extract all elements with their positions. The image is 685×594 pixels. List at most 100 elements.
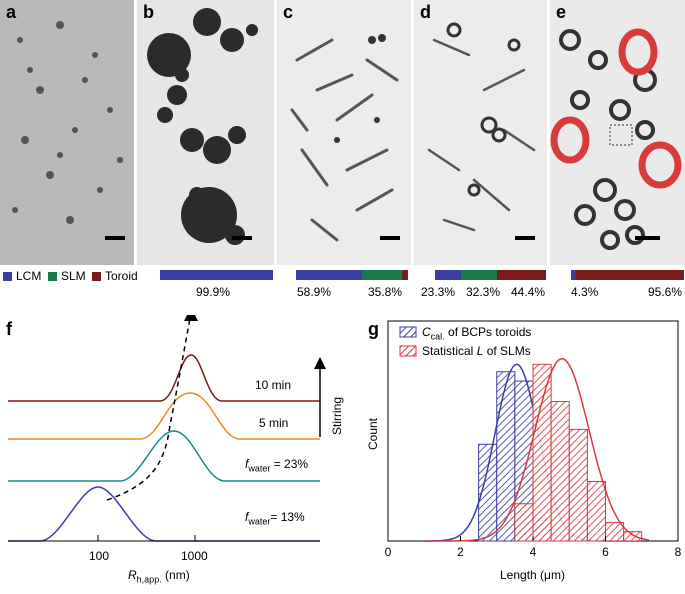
panel-a-micrograph: a	[0, 0, 134, 265]
panel-label: g	[368, 319, 379, 339]
toroids-e	[550, 28, 682, 250]
micelles-c	[290, 34, 400, 242]
pct-d-lcm: 23.3%	[421, 285, 456, 299]
hist-bar-slm	[568, 428, 588, 542]
legend-red-swatch	[399, 345, 417, 357]
fw13-value: = 13%	[270, 510, 305, 524]
hist-bar-slm	[532, 363, 552, 542]
f-xlabel: Rh,app. (nm)	[128, 568, 190, 584]
hist-bar-slm	[605, 521, 625, 542]
x-tick-label: 4	[530, 545, 537, 559]
panel-b-micrograph: b	[137, 0, 274, 265]
dls-plot	[8, 307, 326, 542]
legend-blue-sub: cal.	[430, 331, 445, 342]
pct-e-lcm: 4.3%	[571, 285, 599, 299]
curve-10min	[8, 354, 320, 402]
pct-c-lcm: 58.9%	[297, 285, 332, 299]
panel-label: e	[556, 2, 567, 22]
segment-toroid	[402, 270, 408, 280]
segment-lcm	[160, 270, 273, 280]
composition-bar-c	[296, 270, 408, 280]
segment-slm	[460, 270, 497, 280]
tick-100: 100	[89, 549, 110, 563]
hist-bar-slm	[550, 401, 570, 542]
segment-lcm	[571, 270, 576, 280]
fw13-f: f	[245, 510, 249, 524]
legend-red-rest: of SLMs	[483, 344, 531, 358]
panel-label: f	[6, 319, 12, 339]
segment-lcm	[435, 270, 461, 280]
legend-blue-swatch	[399, 326, 417, 338]
legend-red-label: Statistical L of SLMs	[422, 344, 531, 358]
segment-toroid	[496, 270, 546, 280]
composition-bar-d	[435, 270, 546, 280]
panel-label: b	[143, 2, 154, 22]
panel-e-micrograph: e	[550, 0, 685, 265]
segment-slm	[361, 270, 403, 280]
hist-bar-slm	[623, 531, 643, 542]
legend-red-pre: Statistical	[422, 344, 477, 358]
panel-g: g 0 2 4 6 8 Ccal. of BCPs toroids Statistica…	[340, 315, 685, 589]
legend-lcm: LCM	[3, 269, 41, 283]
legend-red-l: L	[476, 344, 484, 358]
legend-blue-label: Ccal. of BCPs toroids	[422, 325, 531, 341]
x-tick-label: 8	[675, 545, 682, 559]
panel-c-micrograph: c	[277, 0, 411, 265]
fit-curve-slm	[424, 357, 650, 542]
micelles-d	[427, 22, 536, 240]
curve-fw23	[8, 430, 320, 482]
spheres-b	[147, 8, 258, 245]
pct-b-lcm: 99.9%	[196, 285, 231, 299]
swatch-slm	[48, 271, 57, 281]
legend-blue-rest: of BCPs toroids	[444, 325, 532, 339]
g-xlabel: Length (μm)	[500, 568, 565, 582]
hist-bar-toroid	[496, 371, 516, 542]
label-5min: 5 min	[259, 416, 289, 430]
pct-e-toroid: 95.6%	[648, 285, 683, 299]
hist-bar-slm	[514, 503, 534, 542]
pct-d-toroid: 44.4%	[511, 285, 546, 299]
curve-fw13	[8, 486, 320, 542]
x-tick-label: 2	[457, 545, 464, 559]
legend-toroid-label: Toroid	[105, 269, 138, 283]
fw23-f: f	[245, 457, 249, 471]
f-xlabel-unit: (nm)	[161, 568, 190, 582]
panel-d-micrograph: d	[414, 0, 547, 265]
legend-slm-label: SLM	[61, 269, 86, 283]
x-tick-label: 0	[385, 545, 392, 559]
stirring-arrow-icon	[314, 357, 326, 369]
hist-bar-slm	[586, 480, 606, 542]
segment-lcm	[296, 270, 362, 280]
label-10min: 10 min	[255, 378, 292, 392]
legend-blue-c: C	[422, 325, 431, 339]
pct-c-slm: 35.8%	[368, 285, 403, 299]
panel-label: a	[6, 2, 17, 22]
segment-toroid	[575, 270, 684, 280]
swatch-toroid	[92, 271, 101, 281]
fw23-sub: water	[248, 463, 271, 474]
fw13-sub: water	[248, 516, 271, 527]
fw23-value: = 23%	[270, 457, 309, 471]
x-tick-label: 6	[602, 545, 609, 559]
swatch-lcm	[3, 271, 12, 281]
legend-lcm-label: LCM	[16, 269, 42, 283]
legend-toroid: Toroid	[92, 269, 138, 283]
arrow-head-icon	[184, 307, 198, 321]
tick-1000: 1000	[181, 549, 208, 563]
g-ylabel: Count	[366, 417, 380, 450]
trend-dashed	[106, 312, 192, 501]
composition-bar-e	[571, 270, 684, 280]
panel-label: c	[283, 2, 294, 22]
label-fw23: fwater = 23%	[245, 457, 308, 473]
panel-f: f 10 min 5 min fwater = 23% fwater= 13% …	[0, 307, 344, 589]
composition-bar-b	[160, 270, 273, 280]
f-xlabel-main: R	[128, 568, 137, 582]
f-xlabel-sub: h,app.	[136, 574, 162, 585]
particles-a	[12, 21, 125, 240]
pct-d-slm: 32.3%	[466, 285, 501, 299]
label-fw13: fwater= 13%	[245, 510, 305, 526]
panel-label: d	[420, 2, 431, 22]
legend-slm: SLM	[48, 269, 86, 283]
length-histogram: 0 2 4 6 8	[385, 320, 682, 559]
curve-5min	[8, 392, 320, 440]
